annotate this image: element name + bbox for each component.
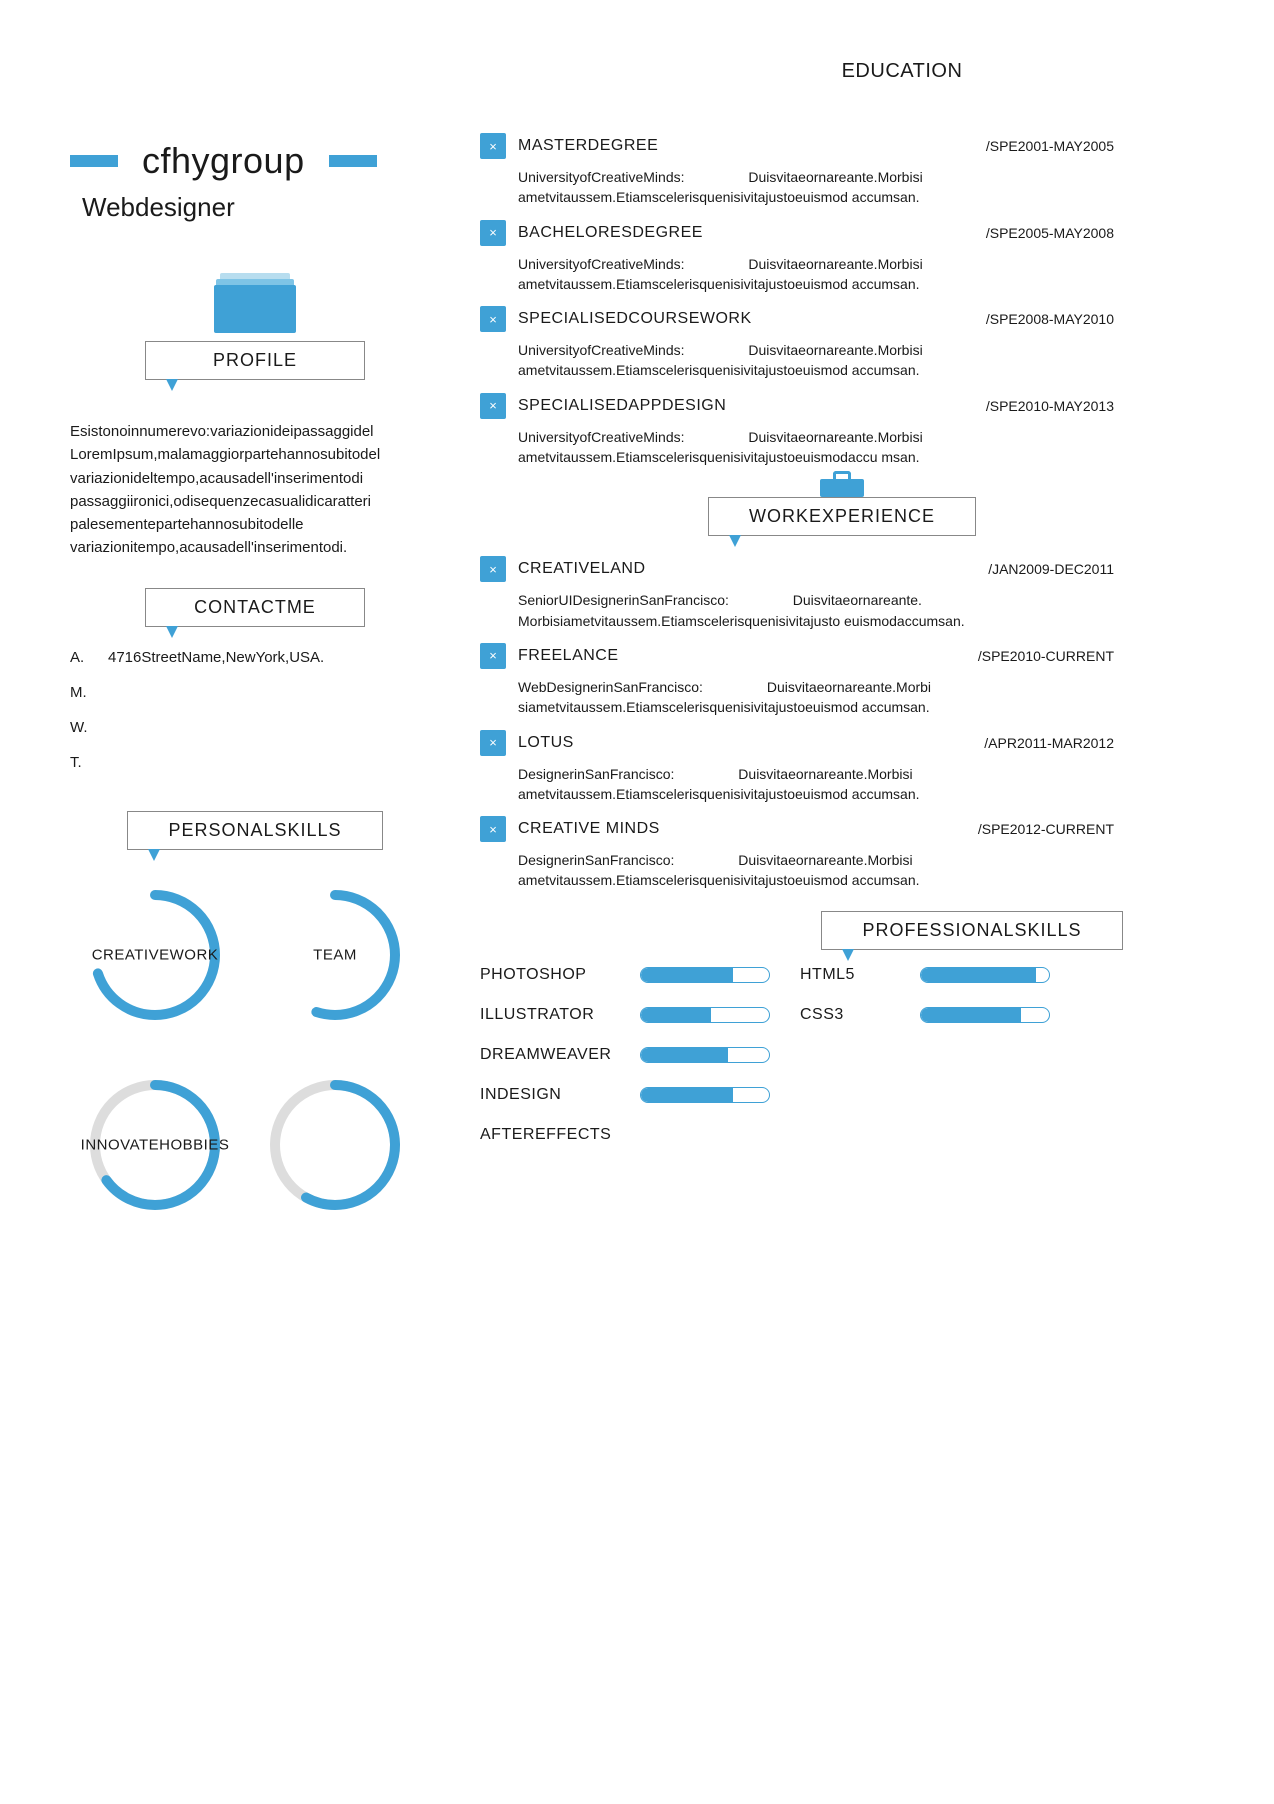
contact-value: 4716StreetName,NewYork,USA. (108, 649, 324, 666)
contact-key: M. (70, 684, 92, 701)
contact-row: W. (70, 719, 440, 736)
entry-body: DesignerinSanFrancisco: Duisvitaeornarea… (518, 764, 1078, 805)
entry-item: × LOTUS/APR2011-MAR2012 DesignerinSanFranc… (480, 730, 1204, 805)
profile-text: Esistonoinnumerevo:variazionideipassaggi… (70, 420, 440, 560)
name-header: cfhygroup (70, 140, 440, 182)
entry-dates: /SPE2010-MAY2013 (986, 398, 1114, 414)
entry-item: × FREELANCE/SPE2010-CURRENT WebDesignerinS… (480, 643, 1204, 718)
entry-item: × CREATIVE MINDS/SPE2012-CURRENT Designeri… (480, 816, 1204, 891)
skill-ring: INNOVATEHOBBIES (70, 1060, 240, 1230)
skill-name: DREAMWEAVER (480, 1046, 610, 1064)
profile-icon (220, 273, 290, 333)
entry-body: UniversityofCreativeMinds: Duisvitaeorna… (518, 167, 1078, 208)
contact-heading: CONTACTME (194, 597, 316, 617)
education-heading: EDUCATION (600, 60, 1204, 83)
contact-key: T. (70, 754, 92, 771)
skill-name: ILLUSTRATOR (480, 1006, 610, 1024)
entry-dates: /SPE2008-MAY2010 (986, 311, 1114, 327)
entry-body: DesignerinSanFrancisco: Duisvitaeornarea… (518, 850, 1078, 891)
close-icon: × (480, 393, 506, 419)
professional-skills-extra: DREAMWEAVER INDESIGN AFTEREFFECTS (480, 1046, 1204, 1144)
entry-dates: /APR2011-MAR2012 (984, 735, 1114, 751)
entry-body: UniversityofCreativeMinds: Duisvitaeorna… (518, 340, 1078, 381)
close-icon: × (480, 730, 506, 756)
entry-title: CREATIVELAND (518, 560, 646, 578)
skill-bar (640, 1007, 770, 1023)
personal-skills-heading: PERSONALSKILLS (168, 820, 341, 840)
close-icon: × (480, 306, 506, 332)
entry-dates: /SPE2001-MAY2005 (986, 138, 1114, 154)
entry-body: WebDesignerinSanFrancisco: Duisvitaeorna… (518, 677, 1078, 718)
skill-bar (640, 1087, 770, 1103)
skill-bar (640, 967, 770, 983)
entry-item: × SPECIALISEDAPPDESIGN/SPE2010-MAY2013 Uni… (480, 393, 1204, 468)
close-icon: × (480, 133, 506, 159)
work-heading-box: WORKEXPERIENCE (708, 497, 976, 536)
contact-row: T. (70, 754, 440, 771)
person-subtitle: Webdesigner (82, 192, 440, 223)
person-name: cfhygroup (142, 140, 305, 182)
contact-row: A. 4716StreetName,NewYork,USA. (70, 649, 440, 666)
briefcase-icon (820, 471, 864, 497)
entry-dates: /JAN2009-DEC2011 (988, 561, 1114, 577)
skill-name: AFTEREFFECTS (480, 1126, 610, 1144)
entry-title: CREATIVE MINDS (518, 820, 660, 838)
work-heading: WORKEXPERIENCE (749, 506, 935, 526)
skill-ring (250, 1060, 420, 1230)
entry-body: UniversityofCreativeMinds: Duisvitaeorna… (518, 254, 1078, 295)
contact-heading-box: CONTACTME (145, 588, 365, 627)
entry-title: SPECIALISEDAPPDESIGN (518, 397, 726, 415)
skill-name: PHOTOSHOP (480, 966, 610, 984)
personal-skills-rings: CREATIVEWORK TEAM INNOVATEHOBBIES (70, 870, 440, 1230)
contact-key: A. (70, 649, 92, 666)
profile-heading-box: PROFILE (145, 341, 365, 380)
entry-title: LOTUS (518, 734, 574, 752)
entry-body: SeniorUIDesignerinSanFrancisco: Duisvita… (518, 590, 1078, 631)
close-icon: × (480, 816, 506, 842)
entry-title: BACHELORESDEGREE (518, 224, 703, 242)
entry-title: MASTERDEGREE (518, 137, 658, 155)
personal-skills-heading-box: PERSONALSKILLS (127, 811, 382, 850)
skill-name: CSS3 (800, 1006, 890, 1024)
skill-bar (920, 1007, 1050, 1023)
skill-bar (920, 967, 1050, 983)
close-icon: × (480, 556, 506, 582)
contact-key: W. (70, 719, 92, 736)
skill-name: INDESIGN (480, 1086, 610, 1104)
entry-item: × CREATIVELAND/JAN2009-DEC2011 SeniorUIDes… (480, 556, 1204, 631)
entry-dates: /SPE2012-CURRENT (978, 821, 1114, 837)
entry-item: × MASTERDEGREE/SPE2001-MAY2005 Universityo… (480, 133, 1204, 208)
education-list: × MASTERDEGREE/SPE2001-MAY2005 Universityo… (480, 133, 1204, 467)
accent-bar-right (329, 155, 377, 167)
entry-dates: /SPE2005-MAY2008 (986, 225, 1114, 241)
contact-row: M. (70, 684, 440, 701)
profile-heading: PROFILE (213, 350, 297, 370)
skill-ring: TEAM (250, 870, 420, 1040)
work-list: × CREATIVELAND/JAN2009-DEC2011 SeniorUIDes… (480, 556, 1204, 890)
entry-title: SPECIALISEDCOURSEWORK (518, 310, 752, 328)
skill-ring: CREATIVEWORK (70, 870, 240, 1040)
skill-bar (640, 1047, 770, 1063)
accent-bar-left (70, 155, 118, 167)
entry-title: FREELANCE (518, 647, 619, 665)
close-icon: × (480, 220, 506, 246)
skill-ring-label: CREATIVEWORK (92, 946, 219, 963)
professional-skills-heading: PROFESSIONALSKILLS (862, 920, 1081, 940)
skill-name: HTML5 (800, 966, 890, 984)
entry-body: UniversityofCreativeMinds: Duisvitaeorna… (518, 427, 1078, 468)
professional-skills-grid: PHOTOSHOP HTML5 ILLUSTRATOR CSS3 (480, 966, 1204, 1024)
contact-list: A. 4716StreetName,NewYork,USA. M. W. T. (70, 649, 440, 771)
entry-item: × SPECIALISEDCOURSEWORK/SPE2008-MAY2010 Un… (480, 306, 1204, 381)
close-icon: × (480, 643, 506, 669)
skill-ring-label: INNOVATEHOBBIES (81, 1136, 230, 1153)
professional-skills-heading-box: PROFESSIONALSKILLS (821, 911, 1122, 950)
entry-dates: /SPE2010-CURRENT (978, 648, 1114, 664)
entry-item: × BACHELORESDEGREE/SPE2005-MAY2008 Univers… (480, 220, 1204, 295)
skill-ring-label: TEAM (313, 946, 357, 963)
